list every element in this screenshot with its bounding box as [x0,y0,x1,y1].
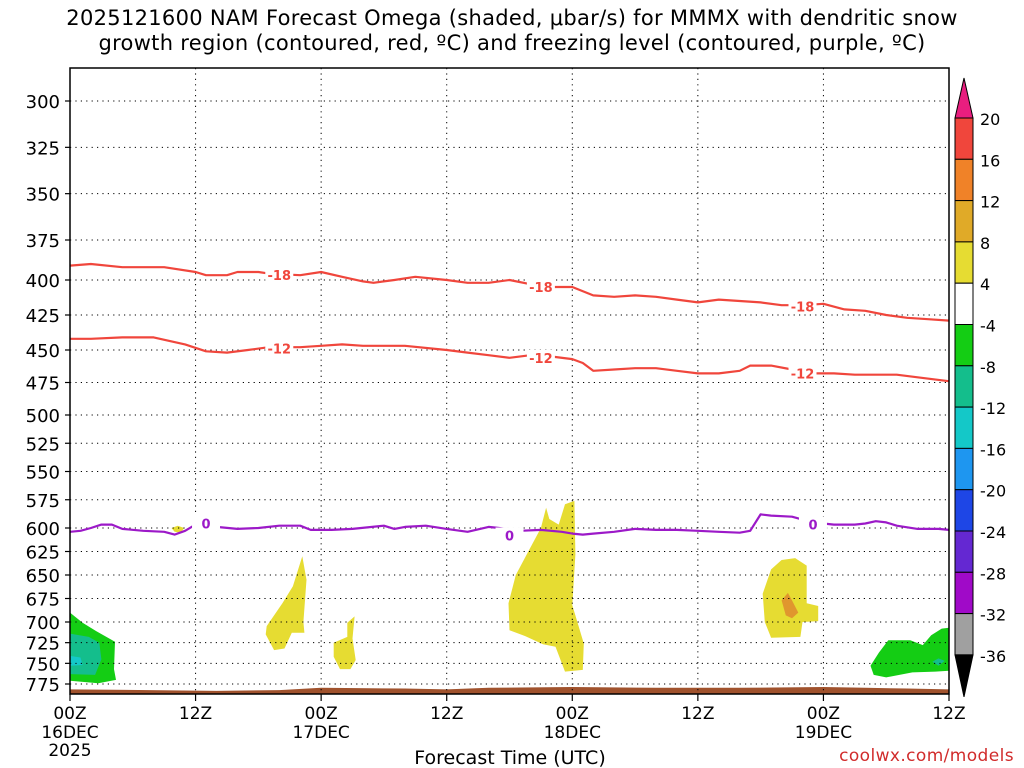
x-tick-label: 12Z [430,704,463,724]
y-tick-label: 525 [26,434,60,455]
x-tick-label: 00Z [556,704,589,724]
x-date-label: 16DEC [41,723,98,743]
omega-region-2-1 [870,627,949,678]
colorbar-label: 12 [980,193,1000,212]
colorbar-label: 4 [980,275,990,294]
colorbar-top-arrow [954,77,974,119]
y-tick-label: 750 [26,654,60,675]
y-tick-label: 350 [26,185,60,206]
colorbar-box [954,613,974,656]
colorbar-box [954,282,974,326]
y-tick-label: 675 [26,590,60,611]
colorbar-box [954,406,974,449]
contour-line--18 [70,262,949,322]
ground-surface [70,687,949,694]
y-tick-label: 375 [26,231,60,252]
contour-label-bg [788,365,817,381]
contour-label: -18 [529,281,553,296]
contour-label-bg [265,267,294,283]
colorbar-box [954,365,974,408]
colorbar-label: 16 [980,151,1000,170]
y-tick-label: 625 [26,543,60,564]
y-tick-label: 725 [26,634,60,655]
contour-label-bg [495,527,524,543]
contour-label-bg [798,516,827,532]
contour-label-bg [192,515,221,531]
contour-label-bg [526,279,555,294]
omega-region-0-3 [508,500,584,672]
y-tick-label: 775 [26,675,60,696]
x-date-label: 17DEC [292,723,349,743]
contour-label: 0 [202,517,211,532]
y-tick-label: 450 [26,341,60,362]
y-tick-label: 550 [26,463,60,484]
omega-region-3-1 [932,658,945,666]
contour-label: -12 [268,343,292,358]
contour-label: 0 [505,530,514,545]
colorbar-label: -28 [980,564,1006,583]
y-tick-label: 500 [26,406,60,427]
y-tick-label: 400 [26,271,60,292]
x-tick-label: 00Z [807,704,840,724]
colorbar-box [954,571,974,615]
y-tick-label: 325 [26,138,60,159]
x-year-label: 2025 [48,741,91,761]
contour-label: 0 [808,519,817,534]
omega-region-0-0 [171,525,185,533]
x-tick-label: 00Z [305,704,338,724]
y-tick-label: 475 [26,374,60,395]
colorbar-box [954,447,974,491]
colorbar-label: -32 [980,606,1006,625]
colorbar-box [954,241,974,284]
chart-title-line-1: 2025121600 NAM Forecast Omega (shaded, μ… [66,6,958,30]
contour-label-bg [265,340,294,356]
y-tick-label: 650 [26,566,60,587]
omega-region-1-0 [781,592,799,619]
colorbar-bottom-arrow [954,654,974,698]
y-tick-label: 600 [26,519,60,540]
x-tick-label: 00Z [53,704,86,724]
omega-region-0-1 [265,556,307,651]
colorbar-box [954,158,974,202]
colorbar-label: -24 [980,523,1006,542]
contour-label-bg [526,349,555,365]
contour-label: -12 [791,367,815,382]
y-tick-label: 575 [26,491,60,512]
y-tick-label: 700 [26,613,60,634]
x-date-label: 18DEC [544,723,601,743]
chart-title: 2025121600 NAM Forecast Omega (shaded, μ… [0,6,1024,56]
colorbar-label: -4 [980,317,996,336]
colorbar-label: 20 [980,110,1000,129]
omega-region-4-0 [70,655,83,666]
colorbar-label: -20 [980,482,1006,501]
colorbar-label: -8 [980,358,996,377]
contour-label-bg [788,298,817,314]
y-tick-label: 425 [26,306,60,327]
x-date-label: 19DEC [795,723,852,743]
x-tick-label: 12Z [932,704,965,724]
y-tick-label: 300 [26,92,60,113]
credit-link[interactable]: coolwx.com/models [839,746,1014,766]
contour-label: -18 [791,301,815,316]
colorbar: 20 16 12 8 4 -4 -8 -12 -16 -20 -24 -28 -32 -36 [954,77,1006,698]
colorbar-label: 8 [980,234,990,253]
contour-line--12 [70,336,949,383]
omega-region-0-2 [333,616,356,670]
colorbar-box [954,489,974,532]
chart-title-line-2: growth region (contoured, red, ºC) and f… [98,31,926,55]
contour-label: -18 [268,269,292,284]
contour-label: -12 [529,352,553,367]
plot-frame [69,67,950,695]
colorbar-box [954,324,974,367]
colorbar-box [954,200,974,243]
colorbar-label: -36 [980,647,1006,666]
x-tick-label: 12Z [681,704,714,724]
colorbar-label: -16 [980,440,1006,459]
x-axis-label: Forecast Time (UTC) [414,747,605,768]
colorbar-label: -12 [980,399,1006,418]
colorbar-box [954,117,974,160]
x-tick-label: 12Z [179,704,212,724]
colorbar-box [954,530,974,573]
